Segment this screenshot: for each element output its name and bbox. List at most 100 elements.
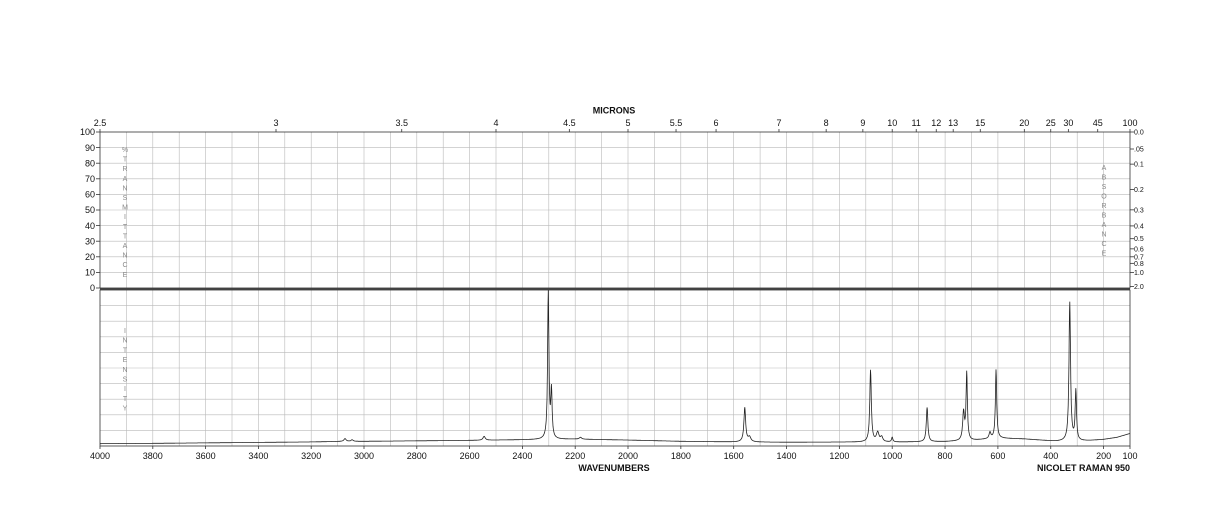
gridlines xyxy=(100,132,1130,446)
spectrum-line xyxy=(100,290,1130,445)
transmittance-tick-label: 100 xyxy=(80,127,95,137)
top-tick-label: 8 xyxy=(824,118,829,128)
bottom-tick-label: 1000 xyxy=(882,451,902,461)
absorbance-axis-letter: N xyxy=(1101,232,1106,239)
transmittance-tick-label: 40 xyxy=(85,221,95,231)
top-tick-label: 12 xyxy=(931,118,941,128)
bottom-tick-label: 2200 xyxy=(565,451,585,461)
bottom-tick-label: 600 xyxy=(990,451,1005,461)
transmittance-tick-label: 70 xyxy=(85,174,95,184)
intensity-axis-letter: I xyxy=(124,328,126,335)
transmittance-axis-letter: C xyxy=(122,262,127,269)
absorbance-tick-label: 2.0 xyxy=(1134,284,1144,291)
transmittance-axis-letter: S xyxy=(123,195,128,202)
absorbance-tick-label: 0.1 xyxy=(1134,162,1144,169)
absorbance-tick-label: 0.2 xyxy=(1134,187,1144,194)
absorbance-axis-letter: A xyxy=(1102,222,1107,229)
top-tick-label: 5 xyxy=(625,118,630,128)
absorbance-tick-label: 0.6 xyxy=(1134,246,1144,253)
transmittance-tick-label: 90 xyxy=(85,143,95,153)
absorbance-axis-letter: A xyxy=(1102,165,1107,172)
transmittance-tick-label: 60 xyxy=(85,190,95,200)
transmittance-axis-letter: R xyxy=(122,166,127,173)
top-tick-label: 25 xyxy=(1046,118,1056,128)
absorbance-axis-letter: B xyxy=(1102,175,1107,182)
transmittance-axis-letter: N xyxy=(122,185,127,192)
absorbance-axis-letter: C xyxy=(1101,241,1106,248)
bottom-tick-label: 4000 xyxy=(90,451,110,461)
top-tick-label: 13 xyxy=(948,118,958,128)
bottom-tick-label: 3600 xyxy=(196,451,216,461)
transmittance-axis-letter: I xyxy=(124,214,126,221)
transmittance-tick-label: 0 xyxy=(90,283,95,293)
transmittance-axis-letter: T xyxy=(123,224,128,231)
intensity-axis-letter: N xyxy=(122,338,127,345)
transmittance-axis-letter: E xyxy=(123,272,128,279)
bottom-tick-label: 400 xyxy=(1043,451,1058,461)
absorbance-axis-letter: O xyxy=(1101,194,1107,201)
top-tick-label: 10 xyxy=(887,118,897,128)
bottom-tick-label: 3000 xyxy=(354,451,374,461)
top-tick-label: 45 xyxy=(1093,118,1103,128)
absorbance-axis-letter: B xyxy=(1102,213,1107,220)
transmittance-tick-label: 80 xyxy=(85,158,95,168)
intensity-axis-letter: T xyxy=(123,396,128,403)
top-tick-label: 2.5 xyxy=(94,118,107,128)
bottom-axis-title: WAVENUMBERS xyxy=(578,463,649,473)
bottom-tick-label: 2800 xyxy=(407,451,427,461)
transmittance-axis-letter: A xyxy=(123,243,128,250)
bottom-tick-label: 2000 xyxy=(618,451,638,461)
absorbance-tick-label: .05 xyxy=(1134,147,1144,154)
absorbance-tick-label: 0.3 xyxy=(1134,207,1144,214)
bottom-tick-label: 1600 xyxy=(724,451,744,461)
bottom-tick-label: 3400 xyxy=(248,451,268,461)
transmittance-axis-letter: T xyxy=(123,157,128,164)
bottom-tick-label: 1400 xyxy=(777,451,797,461)
top-tick-label: 5.5 xyxy=(670,118,683,128)
bottom-tick-label: 200 xyxy=(1096,451,1111,461)
absorbance-tick-label: 0.4 xyxy=(1134,223,1144,230)
top-tick-label: 15 xyxy=(975,118,985,128)
top-tick-label: 3 xyxy=(274,118,279,128)
top-tick-label: 100 xyxy=(1122,118,1137,128)
intensity-panel-frame xyxy=(99,289,1131,447)
bottom-tick-label: 1800 xyxy=(671,451,691,461)
top-tick-label: 7 xyxy=(776,118,781,128)
transmittance-axis-letter: T xyxy=(123,233,128,240)
intensity-axis-letter: T xyxy=(123,347,128,354)
transmittance-tick-label: 30 xyxy=(85,236,95,246)
transmittance-axis-letter: N xyxy=(122,253,127,260)
top-tick-label: 9 xyxy=(860,118,865,128)
bottom-tick-label: 3800 xyxy=(143,451,163,461)
top-tick-label: 6 xyxy=(714,118,719,128)
transmittance-axis-letter: M xyxy=(122,205,128,212)
bottom-tick-label: 800 xyxy=(938,451,953,461)
bottom-tick-label: 2600 xyxy=(460,451,480,461)
intensity-axis-letter: Y xyxy=(123,406,128,413)
tick-labels: 4000 3800 3600 3400 3200 3000 2800 2600 2400 2200… xyxy=(80,118,1144,461)
bottom-tick-label: 3200 xyxy=(301,451,321,461)
top-tick-label: 20 xyxy=(1019,118,1029,128)
transmittance-axis-letter: % xyxy=(122,147,128,154)
absorbance-tick-label: 0.7 xyxy=(1134,254,1144,261)
transmittance-axis-letter: A xyxy=(123,176,128,183)
absorbance-axis-letter: S xyxy=(1102,184,1107,191)
absorbance-tick-label: 0.8 xyxy=(1134,261,1144,268)
transmittance-tick-label: 20 xyxy=(85,252,95,262)
intensity-axis-letter: E xyxy=(123,357,128,364)
top-tick-label: 4 xyxy=(493,118,498,128)
top-tick-label: 4.5 xyxy=(563,118,576,128)
top-tick-label: 11 xyxy=(912,118,921,128)
top-tick-label: 3.5 xyxy=(395,118,408,128)
transmittance-tick-label: 50 xyxy=(85,205,95,215)
intensity-axis-letter: I xyxy=(124,386,126,393)
transmittance-tick-label: 10 xyxy=(85,268,95,278)
bottom-tick-label: 2400 xyxy=(512,451,532,461)
intensity-axis-letter: N xyxy=(122,367,127,374)
bottom-tick-label: 1200 xyxy=(829,451,849,461)
absorbance-tick-label: 0.0 xyxy=(1134,130,1144,137)
instrument-label: NICOLET RAMAN 950 xyxy=(1037,463,1130,473)
intensity-axis-letter: S xyxy=(123,377,128,384)
